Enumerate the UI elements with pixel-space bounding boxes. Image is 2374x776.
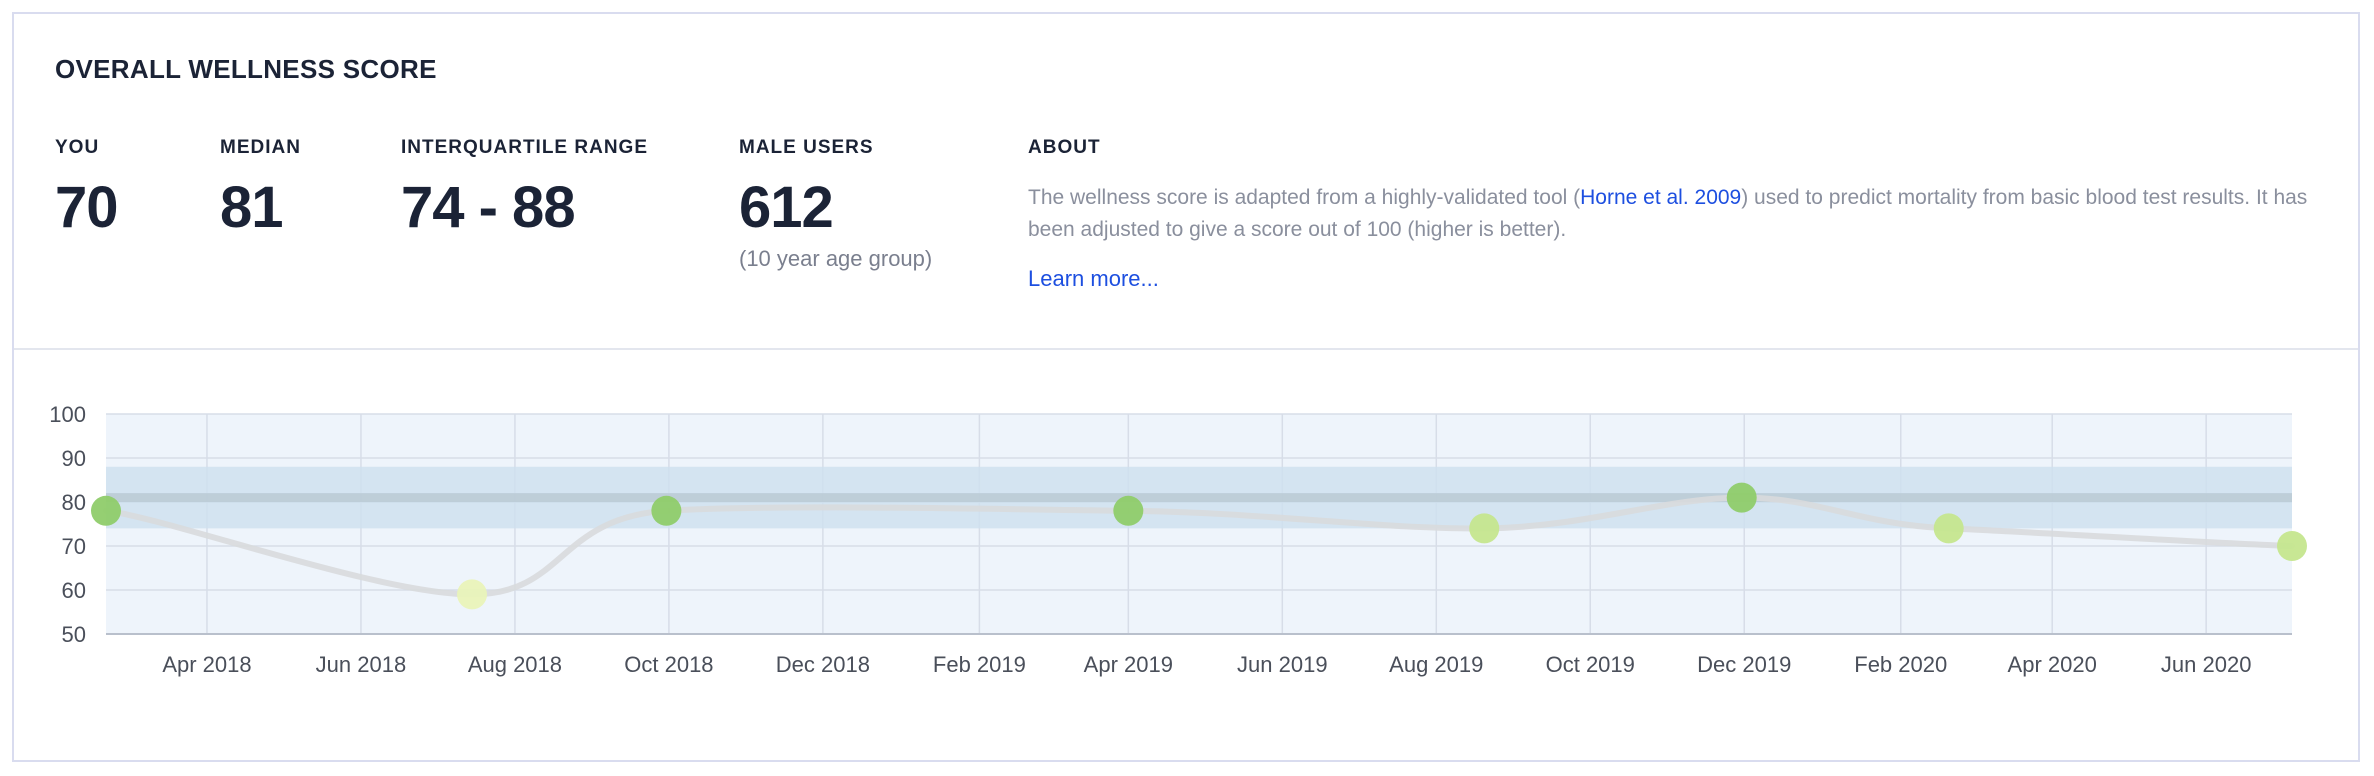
learn-more-link[interactable]: Learn more... — [1028, 266, 1159, 291]
x-tick-label: Dec 2018 — [776, 652, 870, 677]
score-point — [1726, 482, 1757, 513]
card-title: OVERALL WELLNESS SCORE — [55, 54, 437, 84]
x-tick-label: Feb 2019 — [933, 652, 1026, 677]
x-tick-label: Apr 2018 — [162, 652, 251, 677]
stat-iqr-value: 74 - 88 — [401, 175, 576, 240]
stat-you-value: 70 — [55, 175, 119, 240]
x-tick-label: Aug 2019 — [1389, 652, 1483, 677]
x-tick-label: Apr 2019 — [1084, 652, 1173, 677]
score-point — [651, 495, 682, 526]
stat-median-value: 81 — [220, 175, 284, 240]
x-tick-label: Jun 2019 — [1237, 652, 1328, 677]
x-tick-label: Aug 2018 — [468, 652, 562, 677]
y-axis-ticks: 100 90 80 70 60 50 — [49, 402, 86, 647]
x-tick-label: Oct 2018 — [624, 652, 713, 677]
stat-you-label: YOU — [55, 137, 100, 158]
y-tick-label: 50 — [62, 622, 86, 647]
citation-link[interactable]: Horne et al. 2009 — [1580, 186, 1742, 209]
score-point — [2277, 531, 2307, 561]
about-text-after: ) used to predict mortality from basic b… — [1028, 186, 2308, 241]
y-tick-label: 90 — [62, 446, 86, 471]
x-tick-label: Jun 2018 — [316, 652, 407, 677]
score-point — [91, 495, 121, 526]
x-tick-label: Jun 2020 — [2161, 652, 2252, 677]
y-tick-label: 60 — [62, 578, 86, 603]
score-point — [1113, 495, 1144, 526]
x-tick-label: Oct 2019 — [1546, 652, 1635, 677]
score-point — [1933, 513, 1964, 544]
stat-users-value: 612 — [739, 175, 834, 240]
y-tick-label: 80 — [62, 490, 86, 515]
about-text-before: The wellness score is adapted from a hig… — [1028, 186, 1581, 209]
y-tick-label: 100 — [49, 402, 86, 427]
x-tick-label: Feb 2020 — [1854, 652, 1947, 677]
card-divider — [14, 348, 2358, 350]
wellness-card: OVERALL WELLNESS SCORE YOU 70 MEDIAN 81 … — [12, 12, 2360, 762]
iqr-band — [106, 466, 2292, 529]
stat-users-sub: (10 year age group) — [739, 246, 933, 271]
score-point — [457, 579, 488, 610]
about-text: The wellness score is adapted from a hig… — [1028, 182, 2348, 246]
score-point — [1469, 513, 1500, 544]
stat-median-label: MEDIAN — [220, 137, 301, 158]
score-points — [91, 482, 2307, 610]
stat-iqr-label: INTERQUARTILE RANGE — [401, 137, 648, 158]
x-tick-label: Dec 2019 — [1697, 652, 1791, 677]
y-tick-label: 70 — [62, 534, 86, 559]
x-tick-label: Apr 2020 — [2008, 652, 2097, 677]
x-axis-ticks: Apr 2018 Jun 2018 Aug 2018 Oct 2018 Dec 2018… — [162, 652, 2251, 677]
about-label: ABOUT — [1028, 137, 1101, 158]
stat-users-label: MALE USERS — [739, 137, 874, 158]
